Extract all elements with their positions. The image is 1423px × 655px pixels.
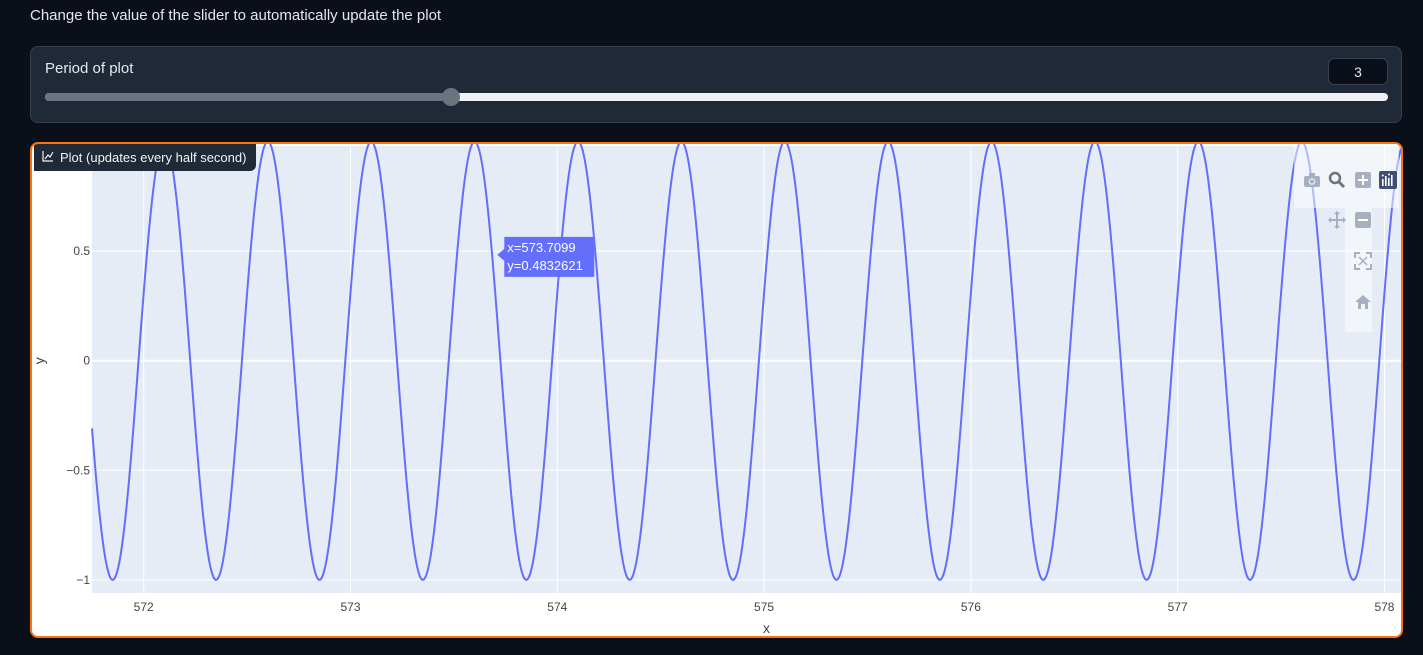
tooltip-box	[497, 236, 595, 277]
x-tick-label: 573	[340, 600, 360, 614]
x-tick-label: 577	[1168, 600, 1188, 614]
instructions-text: Change the value of the slider to automa…	[30, 7, 442, 24]
series-line[interactable]	[91, 144, 1401, 581]
y-tick-label: 0.5	[73, 244, 90, 258]
pan-icon[interactable]	[1327, 210, 1347, 230]
zoom-icon[interactable]	[1327, 170, 1347, 190]
hover-tooltip: x=573.7099 y=0.4832621	[497, 236, 595, 277]
x-tick-label: 575	[754, 600, 774, 614]
zoom-out-icon[interactable]	[1353, 210, 1373, 230]
camera-icon[interactable]	[1302, 170, 1322, 190]
x-tick-label: 572	[134, 600, 154, 614]
y-tick-label: −1	[76, 573, 90, 587]
plot-label-badge: Plot (updates every half second)	[34, 144, 257, 171]
slider-number-input[interactable]	[1328, 58, 1388, 85]
tooltip-x-text: x=573.7099	[507, 240, 575, 255]
plot-container: Plot (updates every half second) 572 573 5…	[30, 142, 1403, 638]
y-tick-label: −0.5	[66, 463, 90, 477]
x-tick-label: 574	[547, 600, 567, 614]
plotly-logo-icon[interactable]	[1378, 170, 1398, 190]
grid-lines	[92, 146, 1401, 593]
slider-fill	[45, 93, 451, 101]
autoscale-icon[interactable]	[1353, 251, 1373, 271]
x-tick-label: 576	[961, 600, 981, 614]
x-axis-label: x	[763, 620, 770, 636]
period-slider[interactable]	[45, 88, 1388, 106]
modebar-group-bg-2	[1345, 208, 1372, 332]
plot-modebar	[1294, 144, 1399, 336]
plot-label-text: Plot (updates every half second)	[60, 150, 247, 165]
slider-thumb[interactable]	[441, 88, 460, 106]
x-tick-label: 578	[1374, 600, 1394, 614]
zoom-in-icon[interactable]	[1353, 170, 1373, 190]
slider-label: Period of plot	[45, 60, 134, 77]
y-tick-label: 0	[83, 354, 90, 368]
axis-ticks: 572 573 574 575 576 577 578 0.5 0 −0.5 −1	[66, 244, 1394, 614]
chart-icon	[42, 144, 54, 171]
tooltip-y-text: y=0.4832621	[507, 258, 583, 273]
line-chart[interactable]: 572 573 574 575 576 577 578 0.5 0 −0.5 −1 x y x=57…	[32, 144, 1401, 636]
home-icon[interactable]	[1353, 292, 1373, 312]
period-slider-block: Period of plot	[30, 46, 1402, 123]
y-axis-label: y	[32, 357, 47, 364]
plot-area-background	[92, 146, 1401, 593]
